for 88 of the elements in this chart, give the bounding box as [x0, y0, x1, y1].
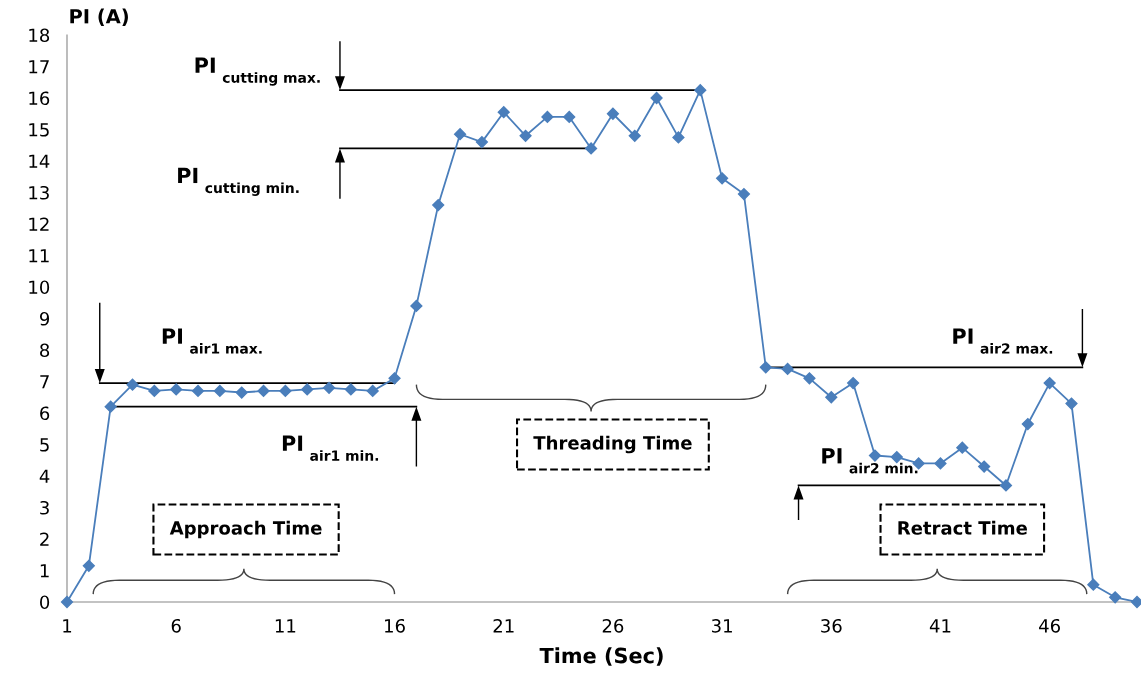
- point: [803, 372, 816, 385]
- annotation: Threading Time: [533, 435, 692, 454]
- annotation: Approach Time: [169, 520, 322, 539]
- point: [344, 383, 357, 396]
- y-tick-label: 3: [40, 500, 49, 515]
- y-tick-label: 13: [29, 185, 49, 200]
- point: [628, 129, 641, 142]
- point: [956, 441, 969, 454]
- point: [301, 383, 314, 396]
- y-axis-title: PI (A): [70, 8, 128, 26]
- point: [541, 110, 554, 123]
- ref-line-label: PI cutting min.: [178, 167, 299, 196]
- point: [737, 187, 751, 201]
- point: [1087, 578, 1100, 591]
- point: [213, 384, 226, 398]
- point: [1021, 417, 1034, 431]
- x-tick-label: 46: [1039, 618, 1060, 633]
- point: [126, 378, 139, 391]
- point: [475, 136, 488, 149]
- y-tick-label: 12: [29, 217, 49, 231]
- point: [868, 449, 882, 462]
- x-axis-title: Time (Sec): [539, 647, 663, 666]
- ref-line-label: PI air1 max.: [162, 328, 262, 354]
- ref-line-label: PI air2 min.: [822, 448, 918, 474]
- annotation: Retract Time: [898, 520, 1027, 535]
- point: [322, 381, 336, 394]
- point: [235, 386, 248, 399]
- y-tick-label: 8: [40, 343, 50, 358]
- y-tick-label: 2: [40, 532, 49, 546]
- point: [1065, 397, 1078, 410]
- point: [1130, 595, 1141, 609]
- point: [432, 199, 445, 212]
- point: [388, 372, 401, 385]
- x-tick-label: 1: [63, 619, 72, 633]
- y-tick-label: 6: [40, 406, 50, 421]
- y-tick-label: 14: [29, 154, 50, 168]
- point: [978, 460, 991, 473]
- point: [999, 479, 1013, 492]
- y-tick-label: 11: [29, 249, 49, 263]
- x-tick-label: 31: [711, 618, 732, 633]
- point: [672, 131, 685, 144]
- point: [606, 107, 620, 120]
- y-tick-label: 10: [29, 280, 50, 295]
- point: [716, 172, 729, 185]
- point: [934, 457, 947, 470]
- point: [60, 595, 74, 609]
- point: [1043, 376, 1056, 390]
- x-tick-label: 36: [821, 618, 842, 633]
- point: [366, 384, 379, 398]
- point: [563, 110, 576, 123]
- y-tick-label: 9: [39, 311, 50, 326]
- ref-line-label: PI air2 max.: [953, 328, 1053, 354]
- point: [148, 384, 161, 398]
- point: [453, 128, 467, 141]
- point: [694, 84, 707, 97]
- point: [847, 376, 860, 390]
- ref-line-label: PI air1 min.: [282, 435, 379, 461]
- point: [1109, 591, 1122, 604]
- point: [279, 384, 292, 398]
- y-tick-label: 1: [40, 564, 49, 578]
- y-tick-label: 7: [40, 375, 49, 389]
- point: [170, 383, 183, 396]
- point: [410, 299, 423, 312]
- x-tick-label: 16: [385, 618, 405, 633]
- y-tick-label: 15: [29, 123, 49, 137]
- legend-label: PI cutting max.: [195, 57, 320, 86]
- y-tick-label: 5: [40, 438, 49, 452]
- y-tick-label: 18: [29, 28, 50, 43]
- point: [781, 362, 794, 375]
- point: [650, 91, 663, 105]
- y-tick-label: 0: [40, 595, 50, 610]
- point: [759, 361, 772, 374]
- point: [257, 384, 270, 398]
- point: [82, 559, 95, 572]
- x-tick-label: 21: [493, 618, 514, 633]
- x-tick-label: 26: [602, 618, 624, 633]
- x-tick-label: 41: [929, 619, 951, 633]
- x-tick-label: 11: [275, 619, 296, 633]
- point: [191, 384, 205, 398]
- y-tick-label: 4: [39, 469, 50, 483]
- y-tick-label: 16: [29, 91, 50, 106]
- point: [825, 391, 838, 404]
- point: [519, 129, 532, 142]
- y-tick-label: 17: [29, 60, 49, 74]
- point: [104, 400, 117, 413]
- point: [584, 142, 598, 155]
- point: [497, 106, 510, 119]
- x-tick-label: 6: [171, 618, 181, 633]
